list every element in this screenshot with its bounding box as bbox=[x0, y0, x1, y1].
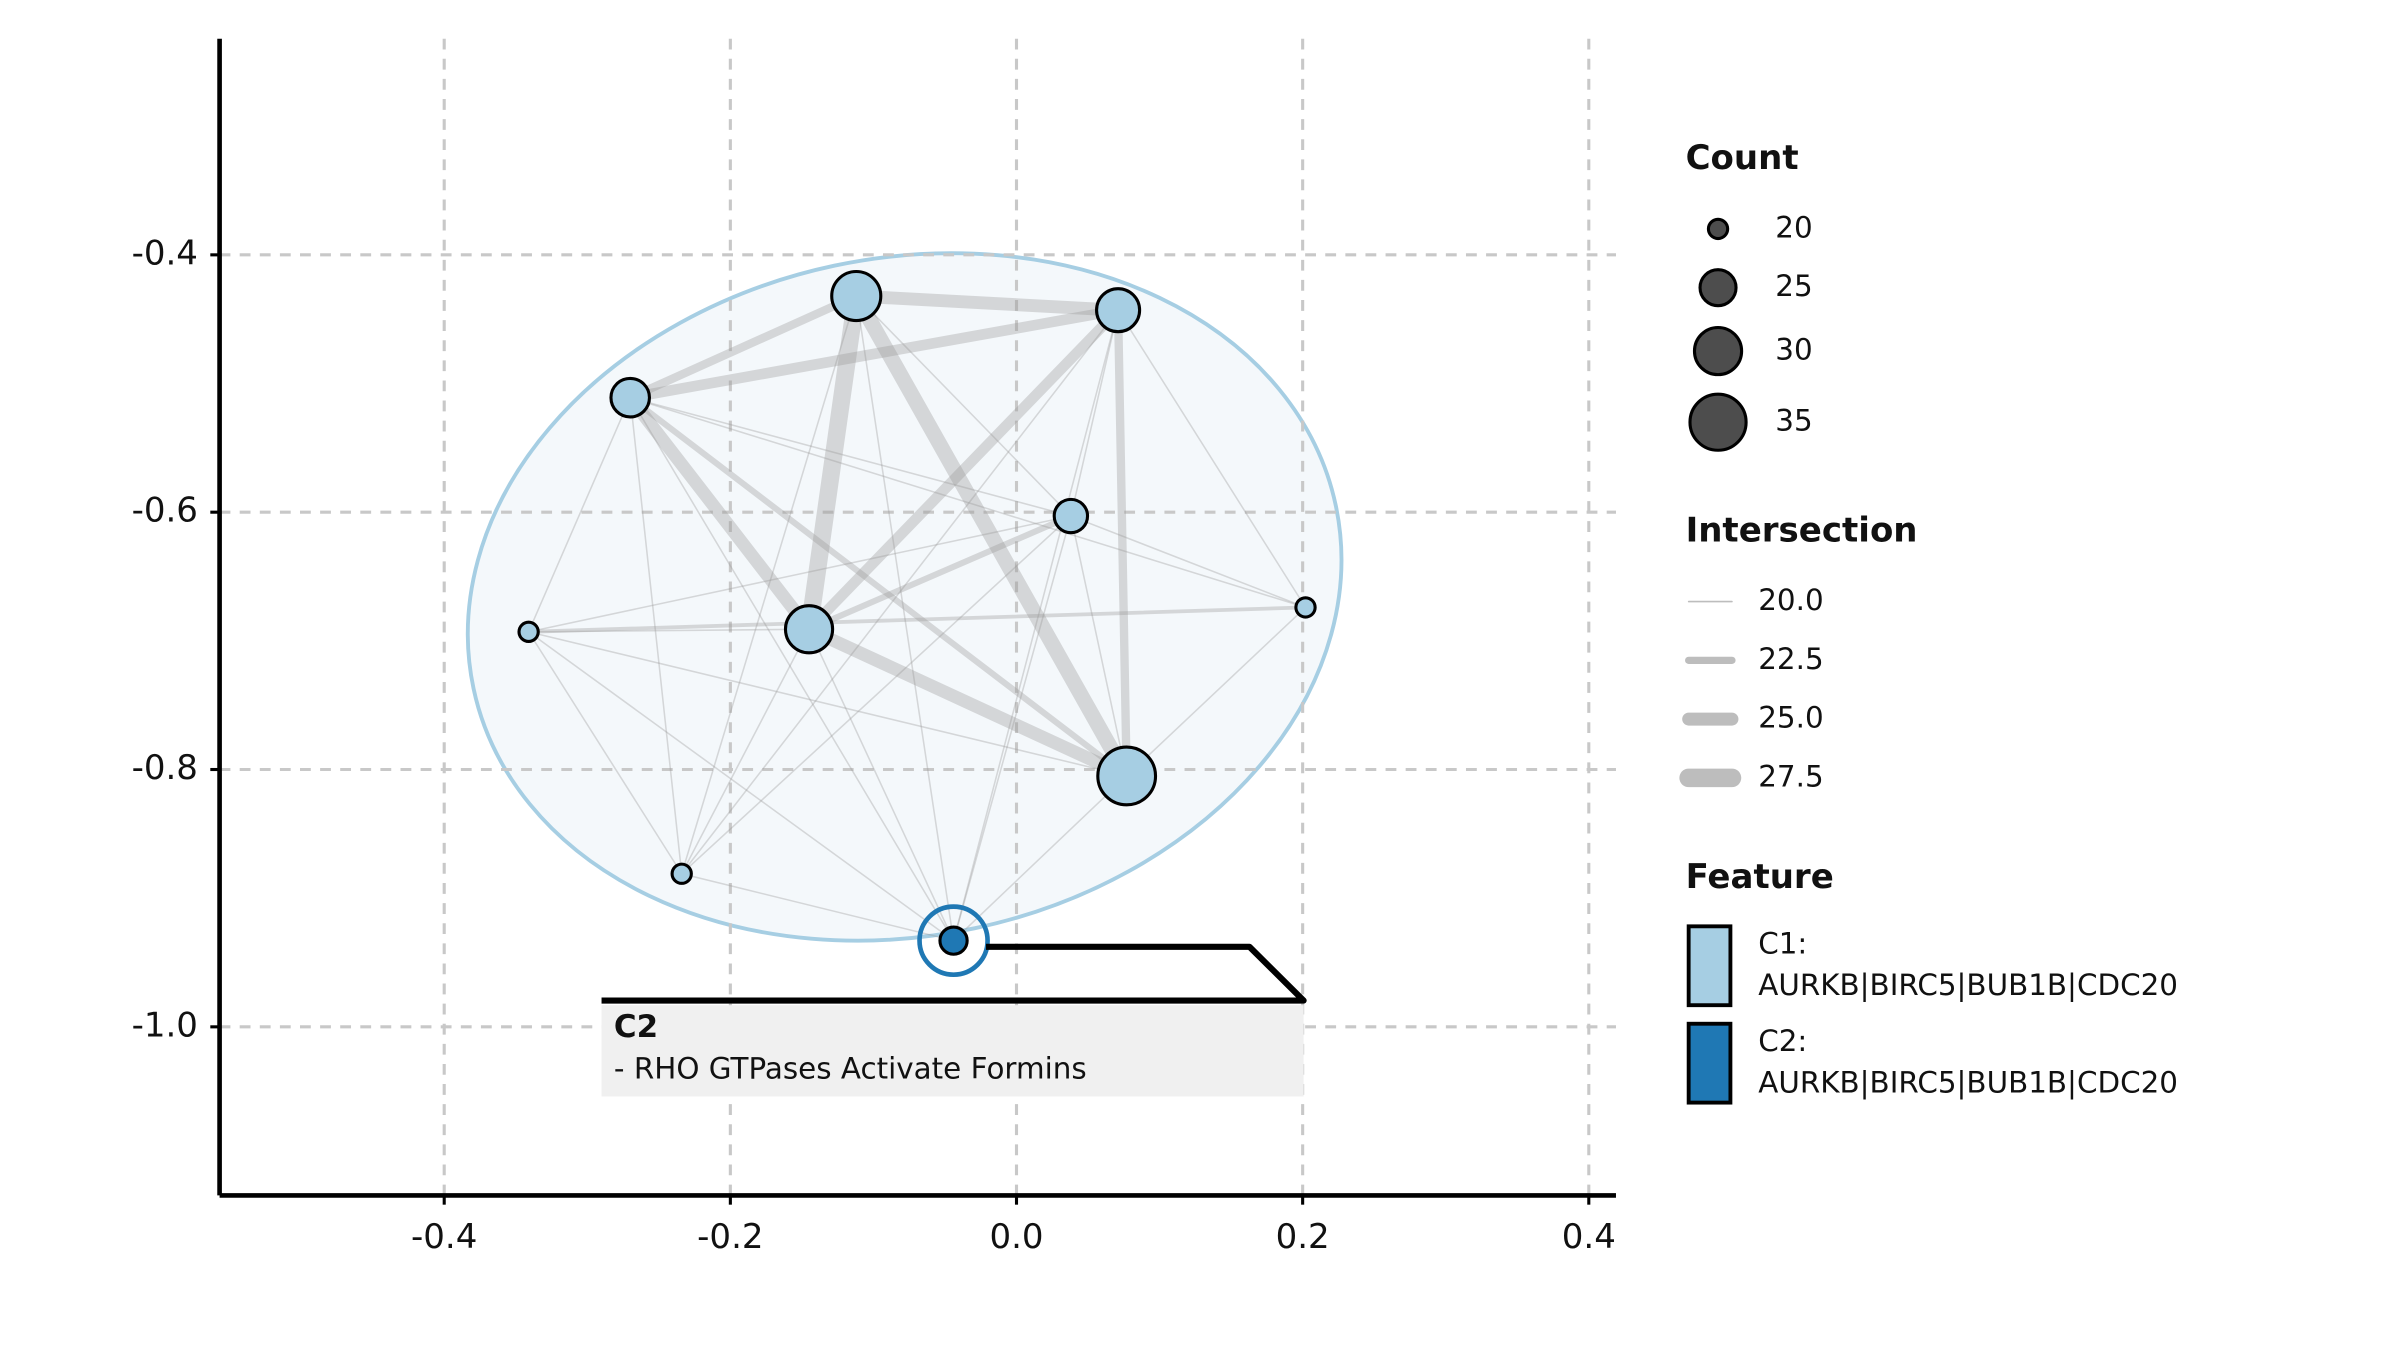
edge bbox=[1070, 309, 1119, 517]
x-tick-label: 0.0 bbox=[989, 1217, 1043, 1257]
edge bbox=[1113, 305, 1131, 781]
x-tick-label: 0.2 bbox=[1276, 1217, 1330, 1257]
edge bbox=[629, 396, 1072, 517]
y-tick-label: -0.4 bbox=[132, 233, 198, 273]
edge bbox=[952, 309, 1119, 942]
edge bbox=[952, 775, 1128, 942]
edge bbox=[629, 396, 1307, 609]
legend-size bbox=[1706, 217, 1730, 241]
edge bbox=[680, 295, 858, 875]
edge bbox=[629, 396, 955, 942]
edge bbox=[680, 309, 1119, 875]
legend-label: 20 bbox=[1775, 210, 1812, 244]
legend-size bbox=[1688, 392, 1748, 452]
node bbox=[1052, 497, 1090, 535]
x-tick-label: -0.4 bbox=[411, 1217, 477, 1257]
node bbox=[938, 925, 969, 956]
edge bbox=[802, 622, 1134, 783]
annotation-leader bbox=[601, 943, 1307, 1004]
edge bbox=[527, 628, 810, 633]
edge bbox=[855, 295, 955, 942]
legend-label: C2: bbox=[1758, 1024, 1807, 1058]
edge bbox=[680, 628, 810, 875]
edge bbox=[627, 394, 1130, 779]
edge bbox=[848, 288, 1135, 784]
node bbox=[783, 604, 835, 655]
edge bbox=[624, 304, 1124, 403]
annotation-title: C2 bbox=[614, 1009, 658, 1045]
node bbox=[1294, 596, 1317, 619]
edge bbox=[808, 628, 955, 942]
highlight-ring bbox=[917, 904, 990, 977]
edge bbox=[1117, 309, 1307, 609]
edge bbox=[803, 304, 1124, 635]
legend-label: 25 bbox=[1775, 269, 1812, 303]
edge bbox=[855, 295, 1072, 517]
edge bbox=[680, 872, 955, 942]
edge bbox=[626, 291, 861, 402]
node bbox=[517, 620, 540, 644]
node bbox=[830, 269, 883, 323]
edge bbox=[1070, 515, 1307, 609]
edge bbox=[527, 515, 1072, 633]
edge bbox=[527, 631, 955, 942]
legend-title: Feature bbox=[1686, 857, 1834, 897]
annotation-box bbox=[601, 1005, 1304, 1097]
edge bbox=[806, 512, 1074, 633]
edge bbox=[849, 289, 1125, 317]
edge bbox=[800, 287, 865, 638]
legend-label: C1: bbox=[1758, 926, 1807, 960]
x-tick-label: -0.2 bbox=[697, 1217, 763, 1257]
edge bbox=[526, 605, 1308, 634]
edge bbox=[623, 391, 816, 636]
legend-label: 27.5 bbox=[1758, 759, 1823, 793]
x-tick-label: 0.4 bbox=[1562, 1217, 1616, 1257]
legend-label: 20.0 bbox=[1758, 583, 1823, 617]
legend-label: 35 bbox=[1775, 404, 1812, 438]
legend-label: 25.0 bbox=[1758, 701, 1823, 735]
edge bbox=[629, 396, 683, 875]
edge bbox=[1125, 606, 1307, 777]
legend-label: 30 bbox=[1775, 333, 1812, 367]
edge bbox=[1070, 515, 1128, 777]
legend-size bbox=[1692, 325, 1744, 377]
legend-label: 22.5 bbox=[1758, 642, 1823, 676]
legend-label: AURKB|BIRC5|BUB1B|CDC20 bbox=[1758, 1066, 2178, 1101]
y-tick-label: -0.6 bbox=[132, 491, 198, 531]
y-tick-label: -0.8 bbox=[132, 748, 198, 788]
annotation-text: - RHO GTPases Activate Formins bbox=[614, 1052, 1087, 1086]
edge bbox=[680, 515, 1072, 875]
legend-size bbox=[1698, 268, 1738, 308]
edge bbox=[527, 396, 631, 633]
node bbox=[670, 862, 693, 885]
node bbox=[1096, 745, 1158, 807]
legend-title: Count bbox=[1686, 138, 1799, 178]
node bbox=[609, 376, 651, 419]
legend-title: Intersection bbox=[1686, 510, 1918, 550]
legend-swatch bbox=[1686, 1021, 1733, 1105]
legend-label: AURKB|BIRC5|BUB1B|CDC20 bbox=[1758, 968, 2178, 1003]
edge bbox=[527, 631, 683, 875]
edges bbox=[526, 287, 1308, 942]
legend-swatch bbox=[1686, 924, 1733, 1008]
edge bbox=[952, 515, 1072, 942]
edge bbox=[527, 631, 1128, 777]
node bbox=[1095, 287, 1142, 334]
y-tick-label: -1.0 bbox=[132, 1005, 198, 1045]
